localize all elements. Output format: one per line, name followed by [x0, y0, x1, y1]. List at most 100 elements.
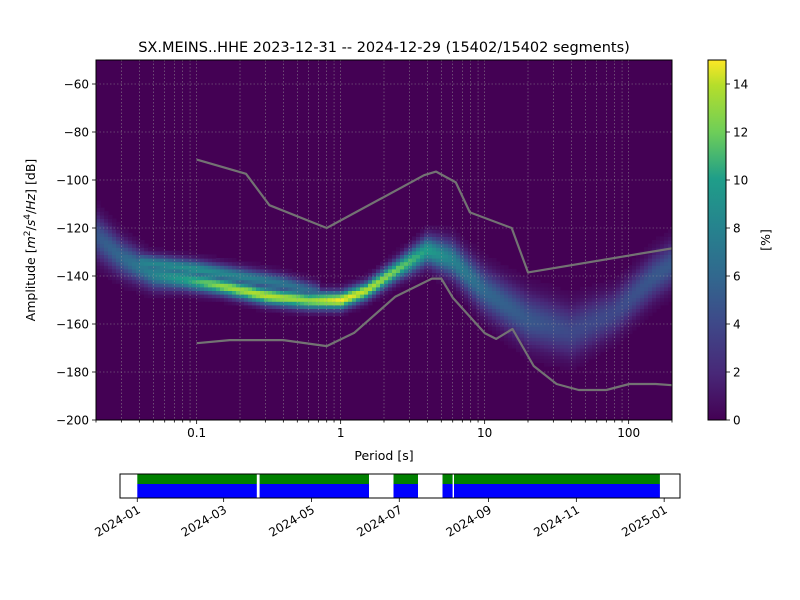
heatmap-cell: [584, 290, 589, 295]
heatmap-cell: [660, 301, 665, 306]
heatmap-cell: [364, 276, 369, 281]
heatmap-cell: [668, 258, 672, 263]
heatmap-cell: [176, 261, 181, 266]
heatmap-cell: [420, 265, 425, 270]
heatmap-cell: [312, 308, 317, 313]
heatmap-cell: [444, 265, 449, 270]
heatmap-cell: [424, 229, 429, 234]
heatmap-cell: [596, 348, 601, 353]
heatmap-cell: [612, 294, 617, 299]
heatmap-cell: [284, 276, 289, 281]
heatmap-cell: [480, 258, 485, 263]
heatmap-cell: [620, 319, 625, 324]
heatmap-cell: [452, 247, 457, 252]
heatmap-cell: [624, 276, 629, 281]
heatmap-cell: [204, 286, 209, 291]
heatmap-cell: [128, 254, 133, 259]
heatmap-cell: [156, 258, 161, 263]
heatmap-cell: [108, 218, 113, 223]
heatmap-cell: [592, 297, 597, 302]
heatmap-cell: [568, 330, 573, 335]
heatmap-cell: [220, 297, 225, 302]
heatmap-cell: [428, 240, 433, 245]
heatmap-cell: [452, 283, 457, 288]
heatmap-cell: [564, 290, 569, 295]
heatmap-cell: [508, 304, 513, 309]
heatmap-cell: [528, 279, 533, 284]
heatmap-cell: [412, 261, 417, 266]
heatmap-cell: [352, 283, 357, 288]
heatmap-cell: [288, 304, 293, 309]
heatmap-cell: [336, 294, 341, 299]
heatmap-cell: [176, 258, 181, 263]
heatmap-cell: [468, 279, 473, 284]
heatmap-cell: [356, 286, 361, 291]
heatmap-cell: [544, 301, 549, 306]
heatmap-cell: [584, 294, 589, 299]
heatmap-cell: [600, 333, 605, 338]
heatmap-cell: [292, 301, 297, 306]
heatmap-cell: [472, 243, 477, 248]
heatmap-cell: [508, 330, 513, 335]
heatmap-cell: [368, 294, 373, 299]
heatmap-cell: [140, 261, 145, 266]
heatmap-cell: [436, 258, 441, 263]
heatmap-cell: [292, 279, 297, 284]
heatmap-cell: [424, 236, 429, 241]
heatmap-cell: [164, 286, 169, 291]
heatmap-cell: [240, 283, 245, 288]
heatmap-cell: [512, 272, 517, 277]
heatmap-cell: [540, 348, 545, 353]
heatmap-cell: [276, 272, 281, 277]
heatmap-cell: [484, 315, 489, 320]
heatmap-cell: [508, 308, 513, 313]
heatmap-cell: [624, 294, 629, 299]
heatmap-cell: [564, 348, 569, 353]
heatmap-cell: [548, 283, 553, 288]
heatmap-cell: [220, 283, 225, 288]
heatmap-cell: [104, 218, 109, 223]
heatmap-cell: [308, 301, 313, 306]
heatmap-cell: [596, 340, 601, 345]
heatmap-cell: [212, 297, 217, 302]
heatmap-cell: [548, 286, 553, 291]
heatmap-cell: [572, 358, 577, 363]
heatmap-cell: [576, 333, 581, 338]
heatmap-cell: [588, 301, 593, 306]
heatmap-cell: [312, 301, 317, 306]
heatmap-cell: [492, 319, 497, 324]
heatmap-cell: [612, 330, 617, 335]
heatmap-cell: [504, 297, 509, 302]
heatmap-cell: [136, 254, 141, 259]
heatmap-cell: [608, 330, 613, 335]
heatmap-cell: [552, 340, 557, 345]
heatmap-cell: [580, 362, 585, 367]
heatmap-cell: [464, 301, 469, 306]
heatmap-cell: [256, 301, 261, 306]
heatmap-cell: [608, 279, 613, 284]
heatmap-cell: [556, 348, 561, 353]
heatmap-cell: [568, 326, 573, 331]
heatmap-cell: [652, 283, 657, 288]
heatmap-cell: [548, 330, 553, 335]
heatmap-cell: [540, 337, 545, 342]
heatmap-cell: [388, 279, 393, 284]
heatmap-cell: [256, 272, 261, 277]
heatmap-cell: [516, 312, 521, 317]
heatmap-cell: [524, 348, 529, 353]
heatmap-cell: [532, 297, 537, 302]
heatmap-cell: [628, 286, 633, 291]
heatmap-cell: [596, 315, 601, 320]
heatmap-cell: [440, 261, 445, 266]
heatmap-cell: [668, 286, 672, 291]
heatmap-cell: [484, 319, 489, 324]
heatmap-cell: [544, 286, 549, 291]
heatmap-cell: [556, 326, 561, 331]
heatmap-cell: [648, 304, 653, 309]
heatmap-cell: [404, 250, 409, 255]
heatmap-cell: [596, 326, 601, 331]
heatmap-cell: [192, 283, 197, 288]
heatmap-cell: [368, 272, 373, 277]
heatmap-cell: [248, 268, 253, 273]
heatmap-cell: [272, 286, 277, 291]
